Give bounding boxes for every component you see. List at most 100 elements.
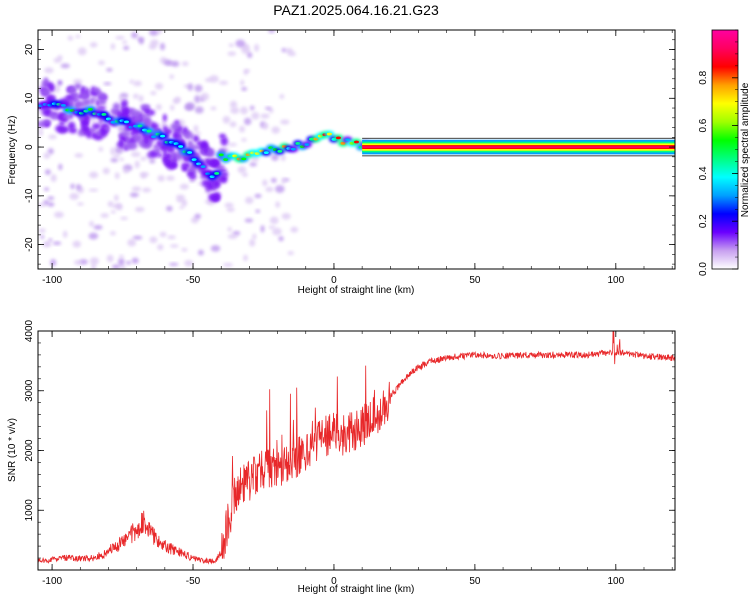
spectral-noise-blob [247, 52, 253, 59]
spectral-noise-blob [230, 107, 240, 114]
spectral-noise-blob [134, 206, 145, 213]
spectral-ridge-core [304, 143, 310, 146]
spectral-noise-blob [132, 93, 139, 99]
spectral-noise-blob [280, 119, 290, 125]
spectral-noise-blob [76, 202, 84, 206]
spectral-noise-blob [170, 104, 175, 111]
spectral-noise-blob [107, 201, 114, 208]
spectral-noise-blob [123, 168, 129, 174]
spectral-noise-blob [285, 47, 294, 54]
spectral-noise-blob [229, 121, 237, 128]
x-tick-label: 50 [469, 576, 481, 587]
spectral-cloud-blob [116, 110, 122, 119]
spectral-noise-blob [75, 183, 81, 191]
y-tick-label: 20 [24, 44, 35, 56]
spectral-noise-blob [210, 245, 221, 252]
spectral-noise-blob [110, 157, 119, 163]
spectral-noise-blob [193, 125, 199, 133]
spectral-noise-blob [245, 196, 254, 204]
spectral-noise-blob [251, 112, 260, 120]
spectral-cloud-blob [154, 147, 161, 153]
snr-x-ticks: -100 -50 0 50 100 [42, 331, 673, 587]
snr-plot: -100 -50 0 50 100 1000 2000 3000 4000 [24, 319, 676, 587]
spectral-noise-blob [249, 162, 257, 167]
spectral-noise-blob [44, 67, 54, 74]
spectral-cloud-blob [97, 90, 103, 98]
spectral-noise-blob [168, 262, 179, 267]
spectrogram-y-ticks: -20 -10 0 10 20 [24, 29, 675, 265]
spectral-cloud-blob [150, 122, 159, 130]
spectral-cloud-blob [142, 115, 151, 125]
spectral-cloud-blob [187, 140, 194, 147]
spectral-noise-blob [67, 35, 74, 41]
spectral-noise-blob [88, 232, 99, 240]
carrier-band [362, 146, 675, 148]
spectral-noise-blob [155, 103, 162, 111]
colorbar-tick-label: 0.4 [698, 166, 709, 180]
spectral-noise-blob [189, 179, 195, 183]
spectral-noise-blob [131, 257, 139, 264]
spectral-ridge-core [263, 151, 269, 155]
spectral-noise-blob [73, 260, 83, 265]
spectral-noise-blob [150, 91, 157, 96]
spectral-noise-blob [137, 36, 145, 42]
spectral-noise-blob [244, 218, 254, 223]
spectral-noise-blob [260, 113, 270, 119]
spectral-ridge-core [187, 151, 193, 154]
spectral-ridge-core [124, 120, 130, 124]
spectral-noise-blob [249, 105, 255, 111]
spectral-noise-blob [227, 234, 238, 239]
colorbar-label: Normalized spectral amplitude [740, 82, 750, 217]
spectral-noise-blob [53, 211, 64, 218]
spectral-cloud-blob [182, 131, 192, 138]
spectral-cloud-blob [98, 98, 106, 105]
spectral-cloud-blob [71, 92, 79, 99]
spectral-noise-blob [50, 174, 57, 183]
spectral-cloud-blob [156, 139, 163, 148]
spectral-noise-blob [179, 183, 189, 190]
spectral-noise-blob [149, 30, 159, 36]
spectral-noise-blob [72, 240, 81, 248]
spectral-cloud-blob [80, 92, 89, 100]
spectral-noise-blob [244, 69, 251, 73]
spectral-noise-blob [243, 254, 248, 262]
spectral-noise-blob [88, 188, 99, 192]
spectral-noise-blob [154, 82, 164, 90]
spectral-cloud-blob [165, 158, 171, 166]
spectral-noise-blob [281, 177, 286, 185]
spectral-noise-blob [138, 95, 144, 102]
spectral-noise-blob [228, 143, 238, 147]
spectral-cloud-blob [91, 123, 101, 130]
spectral-noise-blob [169, 74, 175, 79]
spectral-noise-blob [77, 47, 87, 56]
y-tick-label: 0 [24, 144, 35, 150]
spectral-noise-blob [171, 60, 180, 67]
spectral-cloud-blob [110, 108, 119, 114]
spectral-ridge-core [326, 132, 332, 136]
spectral-noise-blob [223, 262, 233, 267]
spectral-noise-blob [57, 55, 63, 61]
spectral-noise-blob [93, 224, 103, 230]
spectral-noise-blob [159, 42, 166, 51]
spectral-noise-blob [157, 175, 165, 182]
spectral-cloud-blob [144, 135, 149, 145]
spectral-noise-blob [262, 122, 269, 130]
spectral-cloud-blob [67, 88, 75, 94]
spectral-noise-blob [100, 213, 109, 218]
spectral-cloud-blob [57, 80, 63, 86]
colorbar-tick-label: 0.0 [698, 262, 709, 276]
spectral-noise-blob [127, 239, 137, 247]
spectral-cloud-blob [193, 135, 198, 142]
spectral-noise-blob [249, 239, 256, 247]
spectrogram-carrier [362, 137, 675, 157]
y-tick-label: 2000 [24, 439, 35, 462]
spectral-noise-blob [119, 157, 124, 162]
spectral-noise-blob [40, 235, 45, 239]
spectral-noise-blob [222, 115, 231, 124]
spectral-noise-blob [89, 257, 100, 265]
spectral-noise-blob [50, 258, 57, 267]
snr-plot-area [38, 331, 675, 570]
spectral-cloud-blob [212, 195, 220, 203]
y-tick-label: 1000 [24, 499, 35, 522]
spectral-noise-blob [254, 193, 262, 199]
